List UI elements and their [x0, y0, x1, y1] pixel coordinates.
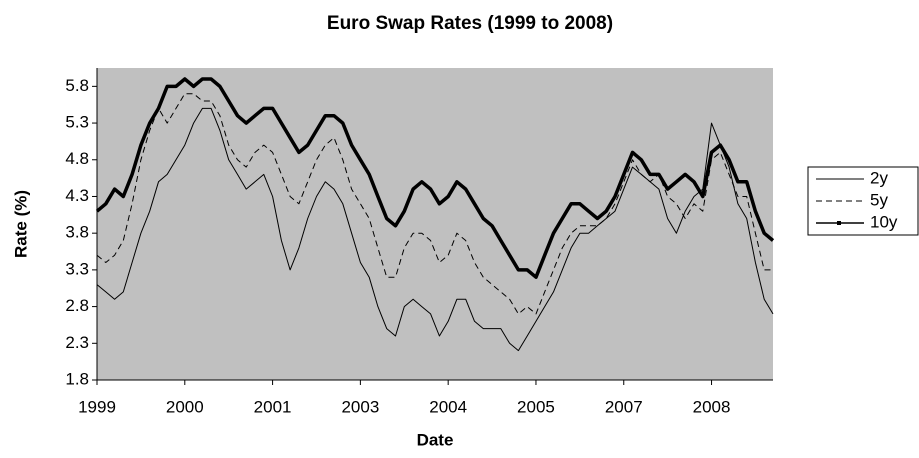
legend-marker: [837, 221, 841, 225]
chart-title: Euro Swap Rates (1999 to 2008): [327, 13, 613, 34]
y-tick-label: 1.8: [65, 369, 89, 388]
plot-area: [97, 68, 773, 380]
series-line: [96, 93, 773, 315]
x-tick-label: 2000: [166, 397, 204, 416]
x-tick-label: 1999: [78, 397, 116, 416]
series-line: [95, 77, 775, 279]
y-tick-label: 5.8: [65, 76, 89, 95]
y-axis-label: Rate (%): [11, 190, 30, 258]
legend-label: 2y: [870, 168, 888, 187]
legend-label: 5y: [870, 190, 888, 209]
y-tick-label: 4.3: [65, 186, 89, 205]
x-tick-label: 2008: [693, 397, 731, 416]
y-tick-label: 5.3: [65, 113, 89, 132]
y-tick-label: 3.3: [65, 259, 89, 278]
series-line: [96, 107, 774, 352]
y-tick-label: 2.3: [65, 333, 89, 352]
y-tick-label: 3.8: [65, 223, 89, 242]
x-tick-label: 2005: [517, 397, 555, 416]
y-tick-label: 2.8: [65, 296, 89, 315]
x-tick-label: 2001: [254, 397, 292, 416]
y-tick-label: 4.8: [65, 149, 89, 168]
legend-box: [807, 166, 919, 236]
x-axis-label: Date: [417, 430, 454, 449]
x-tick-label: 2007: [605, 397, 643, 416]
x-tick-label: 2004: [429, 397, 467, 416]
legend-label: 10y: [870, 212, 898, 231]
x-tick-label: 2003: [341, 397, 379, 416]
